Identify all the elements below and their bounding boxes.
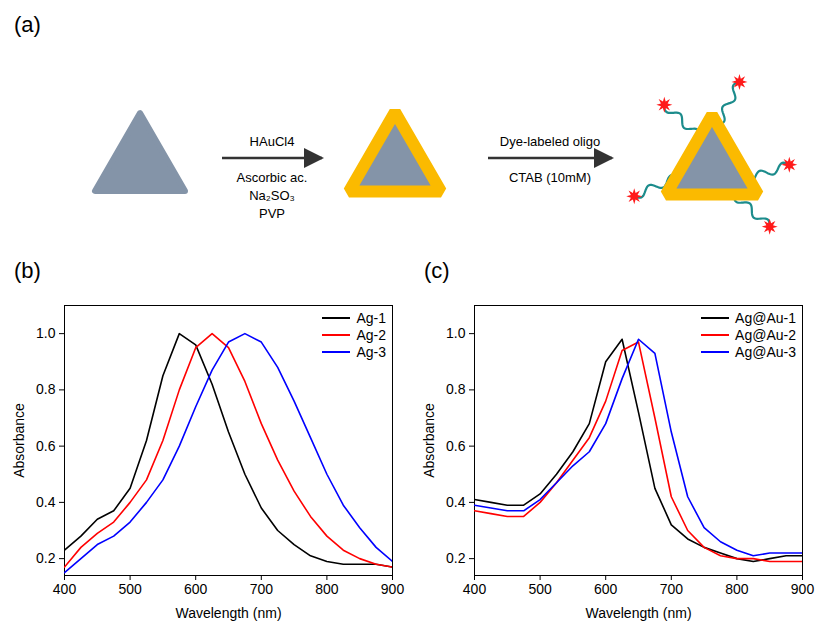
svg-text:Dye-labeled oligo: Dye-labeled oligo [500, 134, 600, 149]
svg-text:500: 500 [118, 581, 142, 597]
svg-text:700: 700 [660, 581, 684, 597]
svg-text:Absorbance: Absorbance [421, 403, 437, 478]
svg-text:Wavelength (nm): Wavelength (nm) [585, 605, 691, 621]
svg-text:900: 900 [381, 581, 405, 597]
svg-text:0.6: 0.6 [36, 438, 56, 454]
html-text:Ag-1: Ag-1 [356, 309, 386, 326]
svg-text:400: 400 [53, 581, 77, 597]
svg-text:0.2: 0.2 [446, 550, 466, 566]
svg-text:1.0: 1.0 [446, 325, 466, 341]
svg-text:(a): (a) [14, 12, 41, 37]
html-text:(b): (b) [14, 258, 41, 283]
html-text:Ag@Au-1: Ag@Au-1 [735, 309, 796, 326]
svg-text:600: 600 [184, 581, 208, 597]
svg-text:Wavelength (nm): Wavelength (nm) [175, 605, 281, 621]
html-text:Ag-2: Ag-2 [356, 326, 386, 343]
svg-text:0.6: 0.6 [446, 438, 466, 454]
svg-text:900: 900 [791, 581, 815, 597]
svg-text:400: 400 [463, 581, 487, 597]
svg-text:Na₂SO₃: Na₂SO₃ [249, 188, 295, 203]
html-text:(c): (c) [424, 258, 450, 283]
html-text:Ag-3: Ag-3 [356, 343, 386, 360]
svg-text:0.8: 0.8 [36, 381, 56, 397]
svg-text:500: 500 [528, 581, 552, 597]
svg-text:600: 600 [594, 581, 618, 597]
svg-text:0.4: 0.4 [36, 494, 56, 510]
svg-text:HAuCl4: HAuCl4 [250, 134, 295, 149]
svg-text:0.4: 0.4 [446, 494, 466, 510]
svg-text:Absorbance: Absorbance [11, 403, 27, 478]
svg-text:PVP: PVP [259, 206, 285, 221]
svg-text:0.2: 0.2 [36, 550, 56, 566]
svg-text:1.0: 1.0 [36, 325, 56, 341]
svg-text:700: 700 [250, 581, 274, 597]
svg-text:800: 800 [315, 581, 339, 597]
svg-text:CTAB (10mM): CTAB (10mM) [509, 170, 591, 185]
svg-text:Ascorbic ac.: Ascorbic ac. [237, 170, 308, 185]
html-text:Ag@Au-3: Ag@Au-3 [735, 343, 796, 360]
svg-text:800: 800 [725, 581, 749, 597]
svg-text:0.8: 0.8 [446, 381, 466, 397]
html-text:Ag@Au-2: Ag@Au-2 [735, 326, 796, 343]
